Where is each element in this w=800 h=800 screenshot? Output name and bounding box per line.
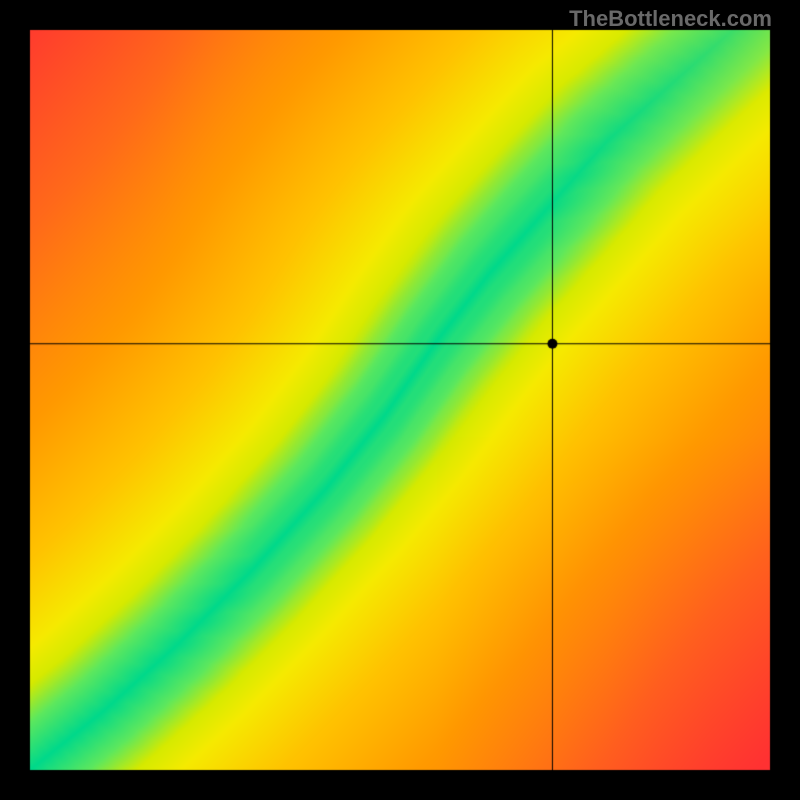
watermark-text: TheBottleneck.com (569, 6, 772, 32)
bottleneck-heatmap-chart (0, 0, 800, 800)
